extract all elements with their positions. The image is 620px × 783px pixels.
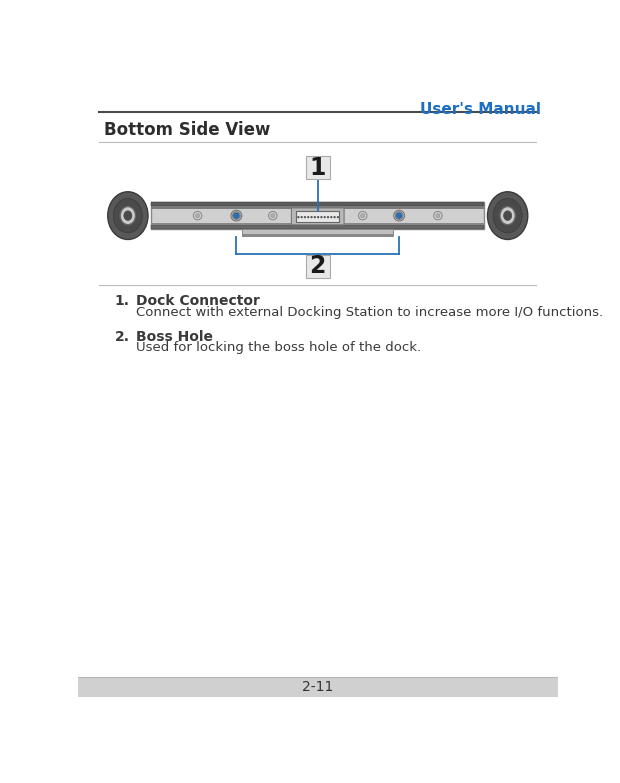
Text: Used for locking the boss hole of the dock.: Used for locking the boss hole of the do… [136, 341, 421, 354]
Ellipse shape [271, 214, 275, 218]
Ellipse shape [396, 211, 403, 219]
Circle shape [307, 216, 309, 218]
Ellipse shape [196, 214, 200, 218]
Circle shape [301, 216, 303, 218]
FancyBboxPatch shape [503, 199, 518, 233]
Text: 2-11: 2-11 [302, 680, 334, 694]
FancyBboxPatch shape [78, 677, 558, 697]
Circle shape [396, 213, 402, 218]
Circle shape [314, 216, 316, 218]
Ellipse shape [503, 211, 512, 220]
FancyBboxPatch shape [306, 254, 330, 278]
Circle shape [317, 216, 319, 218]
Circle shape [297, 216, 299, 218]
FancyBboxPatch shape [151, 207, 484, 209]
Text: Connect with external Docking Station to increase more I/O functions.: Connect with external Docking Station to… [136, 305, 603, 319]
FancyBboxPatch shape [242, 229, 393, 236]
Ellipse shape [487, 192, 528, 240]
Ellipse shape [361, 214, 365, 218]
Ellipse shape [113, 198, 143, 233]
Text: Dock Connector: Dock Connector [136, 294, 260, 309]
Ellipse shape [500, 207, 515, 225]
Ellipse shape [193, 211, 202, 220]
Ellipse shape [394, 210, 404, 221]
FancyBboxPatch shape [117, 199, 133, 233]
Ellipse shape [232, 211, 241, 219]
Circle shape [234, 213, 239, 218]
Circle shape [304, 216, 306, 218]
Ellipse shape [436, 214, 440, 218]
FancyBboxPatch shape [151, 222, 484, 225]
Circle shape [324, 216, 326, 218]
Text: User's Manual: User's Manual [420, 102, 541, 117]
FancyBboxPatch shape [151, 225, 484, 229]
Ellipse shape [358, 211, 367, 220]
Ellipse shape [493, 198, 522, 233]
Ellipse shape [268, 211, 277, 220]
Text: 2: 2 [309, 254, 326, 278]
Circle shape [327, 216, 329, 218]
FancyBboxPatch shape [291, 208, 344, 225]
Circle shape [311, 216, 312, 218]
Ellipse shape [108, 192, 148, 240]
Text: 1: 1 [309, 156, 326, 180]
FancyBboxPatch shape [151, 202, 484, 207]
Ellipse shape [124, 211, 132, 220]
Text: Boss Hole: Boss Hole [136, 330, 213, 344]
FancyBboxPatch shape [296, 211, 340, 222]
Ellipse shape [433, 211, 442, 220]
Ellipse shape [231, 210, 242, 221]
Circle shape [330, 216, 332, 218]
Text: 2.: 2. [115, 330, 130, 344]
Text: Bottom Side View: Bottom Side View [104, 121, 270, 139]
Ellipse shape [120, 207, 136, 225]
FancyBboxPatch shape [151, 202, 484, 229]
FancyBboxPatch shape [242, 234, 393, 236]
Circle shape [334, 216, 336, 218]
FancyBboxPatch shape [306, 156, 330, 179]
Circle shape [321, 216, 322, 218]
Text: 1.: 1. [115, 294, 130, 309]
Circle shape [337, 216, 339, 218]
